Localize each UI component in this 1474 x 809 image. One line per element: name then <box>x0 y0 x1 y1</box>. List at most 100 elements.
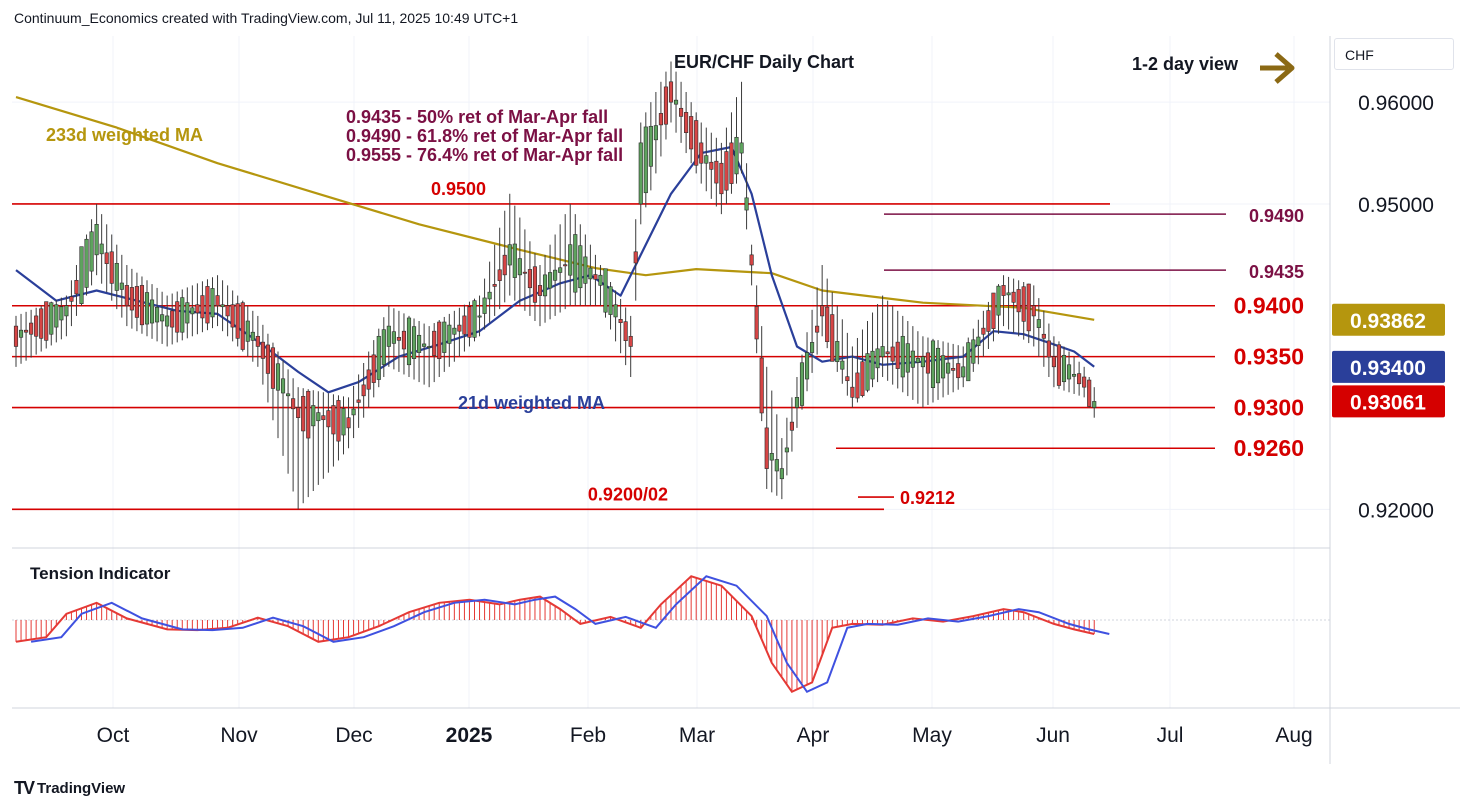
candle-body <box>472 300 477 338</box>
candle-137 <box>704 127 709 192</box>
candle-body <box>79 246 84 305</box>
price-tag-label: 0.93862 <box>1350 310 1426 333</box>
candle-body <box>1036 319 1041 328</box>
candle-7 <box>49 301 54 346</box>
candle-body <box>1011 291 1016 303</box>
candle-body <box>134 286 139 318</box>
candle-72 <box>376 328 381 388</box>
candle-51 <box>270 342 276 421</box>
candle-86 <box>447 313 452 367</box>
candle-94 <box>487 261 492 323</box>
currency-box[interactable]: CHF <box>1334 38 1454 70</box>
candle-141 <box>724 127 729 204</box>
candle-body <box>981 327 986 335</box>
candle-body <box>996 285 1001 316</box>
candle-104 <box>537 265 543 327</box>
candle-168 <box>860 329 865 398</box>
axes: 0.92000 0.95000 0.96000 Oct Nov Dec 2025 Feb Mar… <box>97 92 1445 747</box>
candle-body <box>406 317 412 366</box>
candle-126 <box>648 102 653 191</box>
candle-204 <box>1041 310 1046 367</box>
candle-body <box>699 142 704 164</box>
candle-body <box>260 341 265 359</box>
candle-body <box>885 351 890 355</box>
candle-91 <box>472 298 477 342</box>
tension-panel <box>15 575 1110 694</box>
candle-body <box>910 350 915 368</box>
candle-136 <box>699 122 704 184</box>
candle-29 <box>160 291 165 344</box>
candle-53 <box>280 360 286 456</box>
candle-body <box>920 356 925 368</box>
candle-177 <box>905 321 910 397</box>
candle-188 <box>961 346 966 388</box>
candle-15 <box>89 219 94 286</box>
level-label-7: 0.9212 <box>900 488 955 508</box>
candle-body <box>714 160 719 184</box>
candle-85 <box>442 316 447 372</box>
candle-22 <box>124 265 129 327</box>
candle-body <box>457 324 462 332</box>
tradingview-brand[interactable]: TV TradingView <box>14 778 125 799</box>
candle-body <box>633 251 638 264</box>
candle-206 <box>1051 336 1056 388</box>
candle-body <box>160 314 165 322</box>
candle-body <box>507 244 512 266</box>
candle-body <box>744 197 749 211</box>
level-label-4: 0.9350 <box>1234 344 1304 370</box>
candle-body <box>109 251 114 284</box>
candle-body <box>1092 401 1097 408</box>
candle-107 <box>553 234 558 316</box>
candle-body <box>1072 373 1077 377</box>
candle-110 <box>568 203 573 306</box>
candle-body <box>200 295 205 319</box>
arrow-right-icon <box>1260 52 1295 84</box>
candle-body <box>648 125 653 167</box>
x-tick-2: Dec <box>335 724 372 747</box>
candle-body <box>346 417 351 429</box>
candle-32 <box>175 291 180 343</box>
candle-body <box>618 319 623 324</box>
candle-186 <box>951 343 956 393</box>
candle-body <box>890 346 895 362</box>
candle-148 <box>759 326 764 422</box>
attribution-text: Continuum_Economics created with Trading… <box>14 10 519 26</box>
candle-5 <box>39 305 44 352</box>
candle-body <box>1016 289 1021 313</box>
candle-body <box>764 427 769 469</box>
candle-176 <box>900 315 905 393</box>
candle-74 <box>386 305 391 367</box>
candle-113 <box>583 234 588 306</box>
candle-body <box>789 421 794 431</box>
candle-17 <box>99 214 104 284</box>
candle-body <box>366 369 371 390</box>
price-tag-label: 0.93061 <box>1350 391 1426 414</box>
candle-63 <box>331 394 336 467</box>
candle-6 <box>44 301 49 349</box>
candle-body <box>24 329 29 333</box>
candle-83 <box>432 323 437 383</box>
candle-78 <box>406 315 412 377</box>
candle-body <box>104 252 109 264</box>
candle-155 <box>794 376 800 428</box>
candle-body <box>673 99 679 105</box>
candle-60 <box>316 391 321 485</box>
candle-body <box>311 405 316 427</box>
candle-body <box>522 271 527 274</box>
candle-62 <box>326 393 331 473</box>
candle-49 <box>260 324 265 385</box>
candle-body <box>170 310 175 328</box>
candle-149 <box>764 366 769 489</box>
candle-body <box>558 267 563 273</box>
candle-82 <box>427 326 432 388</box>
candle-body <box>956 363 961 379</box>
candle-body <box>815 325 820 333</box>
candle-body <box>799 362 805 406</box>
candle-body <box>915 358 920 363</box>
candle-body <box>462 315 467 335</box>
candle-20 <box>114 244 119 310</box>
candle-body <box>905 343 910 373</box>
candle-body <box>820 305 825 317</box>
candle-37 <box>200 281 205 333</box>
